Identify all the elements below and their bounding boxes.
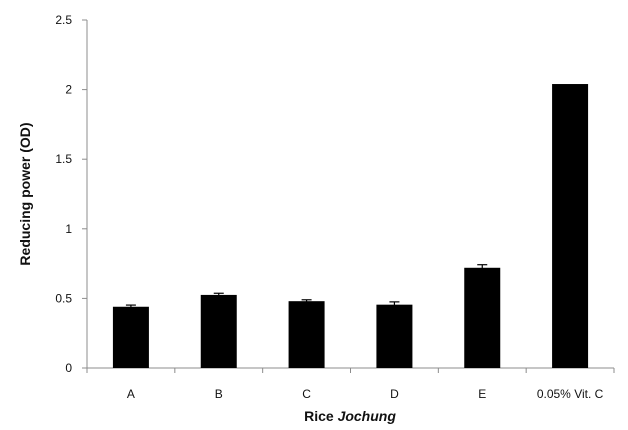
- x-tick-label: B: [215, 387, 223, 401]
- x-tick-label: D: [390, 387, 399, 401]
- bar: [376, 304, 413, 368]
- y-tick-label: 2: [65, 83, 72, 97]
- error-bars: [125, 264, 488, 309]
- bar: [464, 267, 501, 368]
- y-tick-label: 0: [65, 361, 72, 375]
- y-tick-label: 1.5: [55, 152, 72, 166]
- y-tick-labels: 0 0.5 1 1.5 2 2.5: [55, 13, 72, 375]
- x-tick-label: 0.05% Vit. C: [537, 387, 604, 401]
- bar: [552, 84, 589, 369]
- y-tick-label: 0.5: [55, 291, 72, 305]
- bars: [112, 84, 589, 369]
- bar: [200, 294, 237, 368]
- y-tick-label: 1: [65, 222, 72, 236]
- x-tick-label: E: [478, 387, 486, 401]
- y-axis-title: Reducing power (OD): [17, 122, 33, 265]
- bar: [112, 306, 149, 368]
- bar: [288, 301, 325, 368]
- x-tick-label: C: [302, 387, 311, 401]
- x-axis-title: Rice Jochung: [304, 408, 396, 424]
- x-tick-label: A: [127, 387, 135, 401]
- y-axis: [82, 19, 88, 369]
- x-axis-title-italic: Jochung: [338, 408, 397, 424]
- y-tick-label: 2.5: [55, 13, 72, 27]
- x-tick-labels: A B C D E 0.05% Vit. C: [127, 387, 604, 401]
- x-axis: [86, 367, 615, 373]
- x-axis-title-main: Rice: [304, 408, 334, 424]
